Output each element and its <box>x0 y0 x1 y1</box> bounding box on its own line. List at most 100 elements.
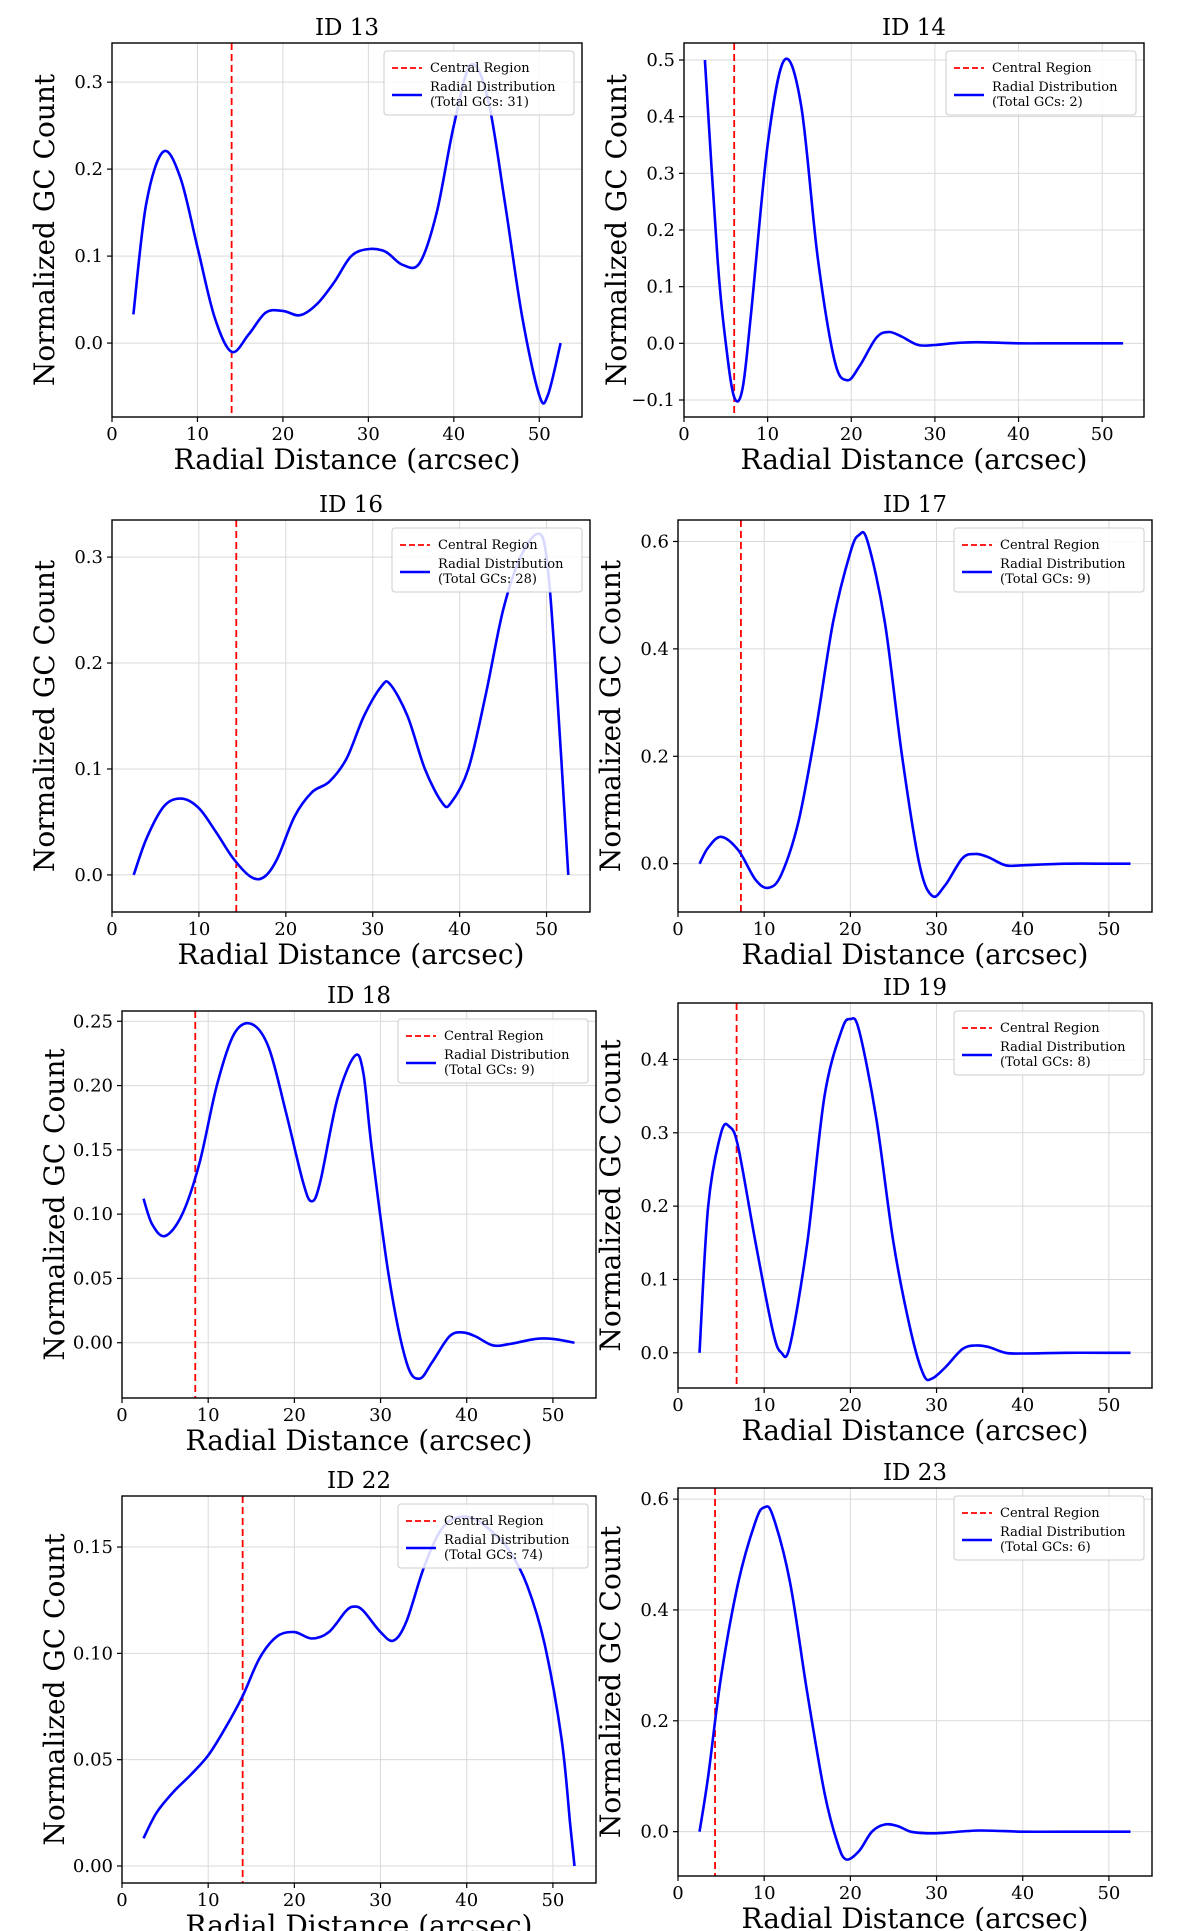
y-tick-label: 0.0 <box>646 333 675 354</box>
x-tick-label: 10 <box>197 1890 220 1911</box>
legend-total-label: (Total GCs: 31) <box>430 95 529 110</box>
x-axis-label: Radial Distance (arcsec) <box>742 1902 1089 1931</box>
plot-frame <box>111 42 583 418</box>
y-axis-label: Normalized GC Count <box>38 1533 71 1846</box>
x-tick-label: 0 <box>672 919 683 940</box>
legend-radial-label: Radial Distribution <box>438 557 564 572</box>
legend-radial-label: Radial Distribution <box>444 1048 570 1063</box>
x-tick-label: 30 <box>925 919 948 940</box>
x-tick-label: 50 <box>535 919 558 940</box>
x-tick-label: 0 <box>672 1395 683 1416</box>
x-tick-label: 50 <box>528 424 551 445</box>
plot-frame <box>677 1002 1153 1389</box>
x-tick-label: 40 <box>448 919 471 940</box>
legend-central-label: Central Region <box>444 1514 544 1529</box>
x-tick-label: 40 <box>1011 919 1034 940</box>
chart-panel: 0 10 20 30 40 50 0.0 0.1 0.2 0.3 0.4 ID 19 Radial Di… <box>594 975 1153 1447</box>
y-tick-label: 0.3 <box>646 163 675 184</box>
legend-radial-label: Radial Distribution <box>444 1533 570 1548</box>
x-tick-label: 30 <box>369 1405 392 1426</box>
legend-radial-label: Radial Distribution <box>1000 1040 1126 1055</box>
plot-frame <box>677 1487 1153 1877</box>
legend-central-label: Central Region <box>1000 1021 1100 1036</box>
x-tick-label: 40 <box>442 424 465 445</box>
legend-box <box>953 527 1145 593</box>
legend-total-label: (Total GCs: 74) <box>444 1548 543 1563</box>
x-tick-label: 10 <box>753 919 776 940</box>
x-axis-label: Radial Distance (arcsec) <box>186 1909 533 1931</box>
legend-radial-label: Radial Distribution <box>1000 557 1126 572</box>
x-tick-label: 50 <box>1097 1883 1120 1904</box>
legend-radial-label: Radial Distribution <box>430 80 556 95</box>
y-tick-label: 0.0 <box>74 865 103 886</box>
radial-distribution-line <box>698 1505 1131 1861</box>
y-tick-label: 0.3 <box>640 1123 669 1144</box>
y-tick-label: 0.1 <box>640 1269 669 1290</box>
radial-distribution-line <box>132 62 562 405</box>
y-tick-label: 0.5 <box>646 50 675 71</box>
y-tick-label: 0.00 <box>73 1856 113 1877</box>
x-tick-label: 20 <box>271 424 294 445</box>
chart-title: ID 14 <box>882 15 946 41</box>
chart-title: ID 13 <box>315 15 379 41</box>
x-tick-label: 40 <box>1007 424 1030 445</box>
y-tick-label: 0.10 <box>73 1204 113 1225</box>
y-axis-label: Normalized GC Count <box>38 1048 71 1361</box>
y-tick-label: 0.1 <box>646 277 675 298</box>
x-tick-label: 10 <box>753 1395 776 1416</box>
x-tick-label: 50 <box>1091 424 1114 445</box>
y-tick-label: 0.15 <box>73 1537 113 1558</box>
legend-box <box>397 1018 589 1084</box>
y-axis-label: Normalized GC Count <box>28 73 61 386</box>
chart-title: ID 18 <box>327 983 391 1009</box>
x-tick-label: 30 <box>925 1395 948 1416</box>
y-tick-label: 0.00 <box>73 1333 113 1354</box>
x-tick-label: 50 <box>541 1405 564 1426</box>
y-tick-label: 0.15 <box>73 1140 113 1161</box>
y-axis-label: Normalized GC Count <box>28 559 61 872</box>
y-tick-label: 0.4 <box>640 639 669 660</box>
y-tick-label: 0.2 <box>640 1711 669 1732</box>
y-axis-label: Normalized GC Count <box>600 73 633 386</box>
legend-total-label: (Total GCs: 9) <box>1000 572 1091 587</box>
legend-box <box>953 1010 1145 1076</box>
x-tick-label: 40 <box>1011 1395 1034 1416</box>
plot-frame <box>121 1010 597 1399</box>
legend-box <box>953 1495 1145 1561</box>
x-tick-label: 40 <box>1011 1883 1034 1904</box>
y-tick-label: 0.2 <box>74 159 103 180</box>
chart-panel: 0 10 20 30 40 50 0.0 0.1 0.2 0.3 ID 13 Radial Dista… <box>28 15 583 476</box>
x-tick-label: 30 <box>357 424 380 445</box>
x-tick-label: 10 <box>753 1883 776 1904</box>
y-tick-label: 0.4 <box>640 1049 669 1070</box>
y-tick-label: −0.1 <box>631 390 675 411</box>
chart-panel: 0 10 20 30 40 50 0.00 0.05 0.10 0.15 ID 22 Radial D… <box>38 1468 597 1931</box>
x-tick-label: 20 <box>839 1883 862 1904</box>
x-tick-label: 0 <box>116 1890 127 1911</box>
x-tick-label: 10 <box>756 424 779 445</box>
chart-panel: 0 10 20 30 40 50 0.0 0.2 0.4 0.6 ID 23 Radial Dista… <box>594 1460 1153 1931</box>
y-tick-label: 0.1 <box>74 759 103 780</box>
plot-frame <box>121 1495 597 1884</box>
radial-distribution-line <box>698 530 1131 899</box>
legend-total-label: (Total GCs: 9) <box>444 1063 535 1078</box>
plot-frame <box>677 519 1153 913</box>
y-axis-label: Normalized GC Count <box>594 559 627 872</box>
legend-central-label: Central Region <box>992 61 1092 76</box>
x-axis-label: Radial Distance (arcsec) <box>742 1414 1089 1447</box>
y-tick-label: 0.0 <box>640 854 669 875</box>
legend-central-label: Central Region <box>444 1029 544 1044</box>
legend-total-label: (Total GCs: 28) <box>438 572 537 587</box>
legend-box <box>397 1503 589 1569</box>
legend-total-label: (Total GCs: 6) <box>1000 1540 1091 1555</box>
x-tick-label: 30 <box>361 919 384 940</box>
x-tick-label: 0 <box>116 1405 127 1426</box>
legend-central-label: Central Region <box>438 538 538 553</box>
y-tick-label: 0.05 <box>73 1750 113 1771</box>
chart-title: ID 17 <box>883 492 947 518</box>
x-tick-label: 30 <box>923 424 946 445</box>
legend-central-label: Central Region <box>1000 538 1100 553</box>
x-axis-label: Radial Distance (arcsec) <box>186 1424 533 1457</box>
legend-radial-label: Radial Distribution <box>1000 1525 1126 1540</box>
